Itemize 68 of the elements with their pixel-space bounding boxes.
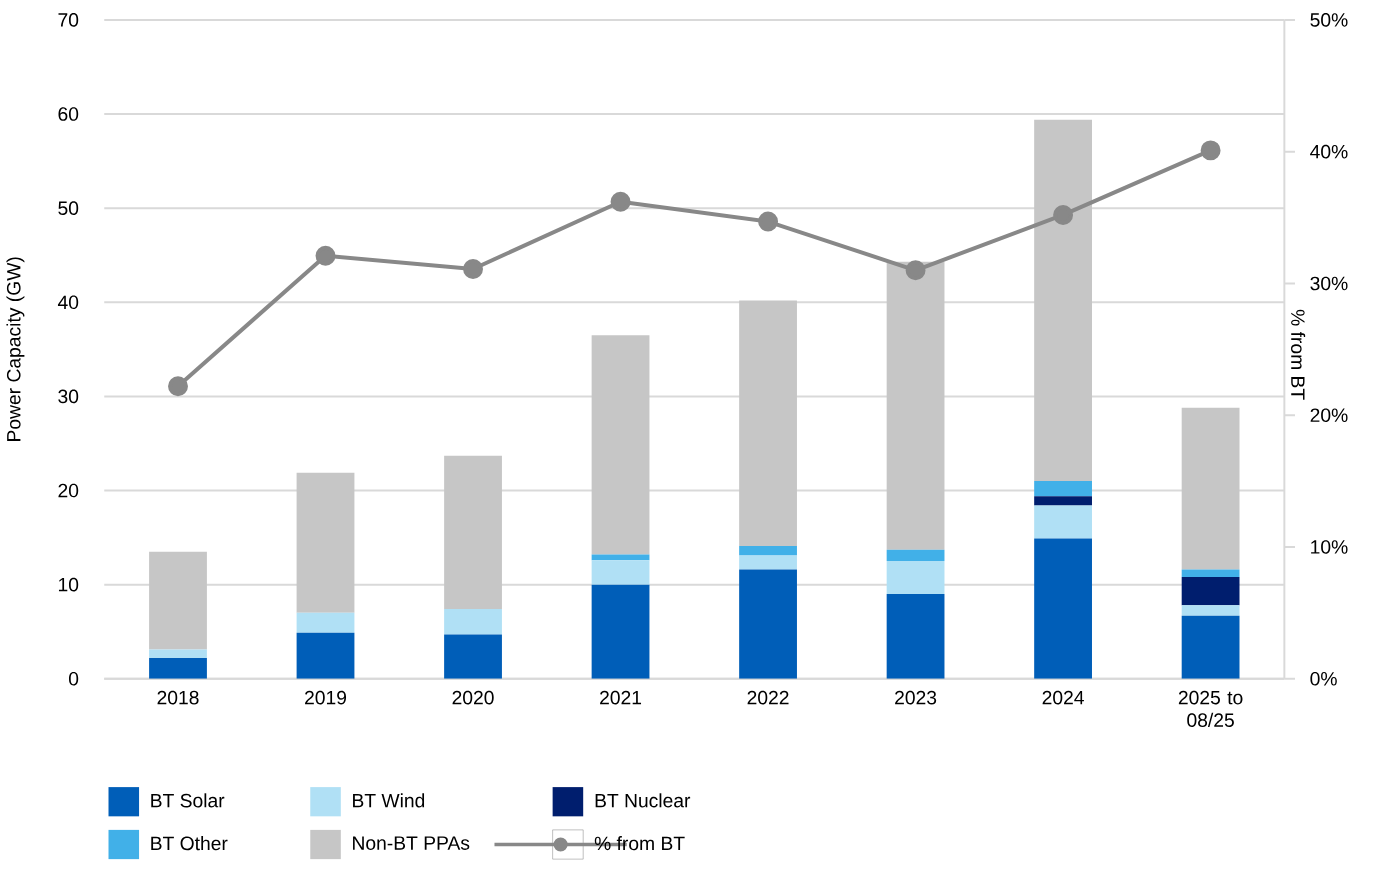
y-tick-label: 20 xyxy=(58,483,79,498)
bar xyxy=(1181,569,1240,578)
bar xyxy=(591,584,650,679)
bar xyxy=(739,555,797,570)
y-tick-label: 10 xyxy=(58,577,79,592)
bar xyxy=(296,632,355,679)
point xyxy=(905,260,926,281)
bar xyxy=(149,657,207,679)
bar xyxy=(149,551,207,650)
bar xyxy=(886,549,945,562)
y-tick-label: 40 xyxy=(57,295,79,310)
y-tick-label: 50 xyxy=(58,201,79,215)
point xyxy=(315,245,336,266)
bar xyxy=(1181,615,1240,679)
legend-label: Non-BT PPAs xyxy=(353,836,470,850)
y-tick-label: 0 xyxy=(68,671,79,686)
bar xyxy=(444,634,502,679)
bar xyxy=(296,612,355,633)
bar xyxy=(591,335,650,555)
point xyxy=(1200,140,1221,161)
bar xyxy=(591,560,650,585)
bar xyxy=(296,472,355,613)
bar xyxy=(1034,505,1092,539)
x-tick-label: 2020 xyxy=(452,690,494,705)
x-tick-label: 2023 xyxy=(895,690,937,705)
x-tick-label: 2022 xyxy=(747,690,789,705)
y2-tick-label: 30% xyxy=(1310,276,1348,291)
point xyxy=(610,191,631,212)
bar xyxy=(886,261,945,550)
bar xyxy=(886,593,945,679)
y-tick-label: 60 xyxy=(58,107,79,121)
legend-label: BT Wind xyxy=(353,793,425,808)
y-tick-label: 30 xyxy=(58,389,79,404)
bar xyxy=(1034,496,1092,506)
point xyxy=(168,376,188,397)
legend-label: BT Nuclear xyxy=(595,793,691,808)
bar xyxy=(1181,407,1240,570)
bar xyxy=(739,545,797,556)
bar xyxy=(1034,119,1092,482)
x-tick-label: 2024 xyxy=(1042,690,1084,705)
y-tick-label: 70 xyxy=(58,13,79,27)
bar xyxy=(444,609,502,635)
y2-axis-title: % from BT xyxy=(1291,309,1306,400)
x-tick-label: 2018 xyxy=(157,690,199,705)
y2-tick-label: 20% xyxy=(1310,408,1348,422)
x-tick-label: 2025 to 08/25 xyxy=(1178,690,1243,727)
bar xyxy=(739,300,797,546)
bar xyxy=(149,649,207,658)
point xyxy=(1053,204,1074,225)
point xyxy=(463,258,483,279)
bar xyxy=(444,455,502,610)
bar xyxy=(886,561,945,594)
y-axis-title: Power Capacity (GW) xyxy=(6,257,25,441)
y2-tick-label: 10% xyxy=(1311,540,1348,554)
y2-tick-label: 0% xyxy=(1310,671,1337,686)
legend-label: % from BT xyxy=(594,836,685,851)
legend-label: BT Other xyxy=(151,836,228,851)
bar xyxy=(1181,605,1240,616)
bar xyxy=(1034,538,1092,679)
x-tick-label: 2019 xyxy=(305,690,347,705)
bar xyxy=(1181,577,1240,606)
bar xyxy=(1034,481,1092,497)
x-tick-label: 2021 xyxy=(600,690,642,705)
bar xyxy=(739,569,797,679)
y2-tick-label: 50% xyxy=(1310,13,1348,27)
point xyxy=(758,211,779,232)
legend-label: BT Solar xyxy=(151,793,225,808)
y2-tick-label: 40% xyxy=(1310,144,1348,159)
